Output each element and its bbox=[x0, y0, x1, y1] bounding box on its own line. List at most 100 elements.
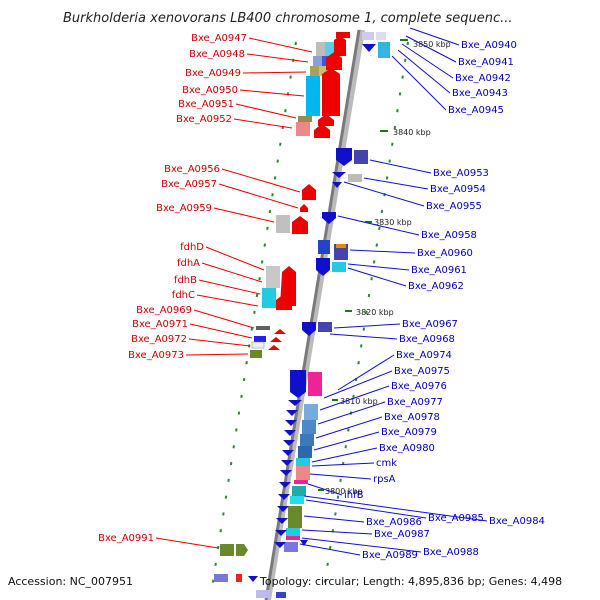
gene-label[interactable]: cmk bbox=[376, 458, 397, 469]
gene-label[interactable]: Bxe_A0976 bbox=[391, 381, 447, 392]
gene-label[interactable]: Bxe_A0979 bbox=[381, 427, 437, 438]
accession-text: Accession: NC_007951 bbox=[8, 575, 133, 588]
gene-label[interactable]: Bxe_A0955 bbox=[426, 201, 482, 212]
gene-label[interactable]: Bxe_A0991 bbox=[98, 533, 154, 544]
gene-label[interactable]: fdhB bbox=[174, 275, 197, 286]
gene-label[interactable]: Bxe_A0942 bbox=[455, 73, 511, 84]
kbp-label: 3820 kbp bbox=[356, 308, 394, 317]
map-title: Burkholderia xenovorans LB400 chromosome… bbox=[63, 11, 513, 26]
gene-label[interactable]: Bxe_A0962 bbox=[408, 281, 464, 292]
left-label-group: Bxe_A0947 Bxe_A0948 Bxe_A0949 Bxe_A0950 … bbox=[98, 33, 313, 549]
right-label-group: Bxe_A0940 Bxe_A0941 Bxe_A0942 Bxe_A0943 … bbox=[299, 27, 545, 561]
gene-label[interactable]: Bxe_A0953 bbox=[433, 168, 489, 179]
leader-line bbox=[369, 159, 432, 174]
gene-block bbox=[276, 215, 290, 233]
gene-label[interactable]: Bxe_A0969 bbox=[136, 305, 192, 316]
gene-block bbox=[262, 288, 276, 308]
gene-label[interactable]: Bxe_A0985 bbox=[428, 513, 484, 524]
kbp-label: 3830 kbp bbox=[374, 218, 412, 227]
gene-block bbox=[313, 56, 322, 66]
gene-label[interactable]: Bxe_A0945 bbox=[448, 105, 504, 116]
gene-label[interactable]: rpsA bbox=[373, 474, 396, 485]
gene-label[interactable]: Bxe_A0968 bbox=[399, 334, 455, 345]
gene-arrow bbox=[236, 544, 248, 556]
leader-line bbox=[319, 385, 390, 411]
gene-arrow bbox=[282, 450, 294, 456]
gene-block bbox=[308, 372, 322, 396]
gene-label[interactable]: Bxe_A0947 bbox=[191, 33, 247, 44]
gene-label[interactable]: Bxe_A0984 bbox=[489, 516, 545, 527]
gene-arrow bbox=[277, 506, 289, 512]
gene-label[interactable]: Bxe_A0952 bbox=[176, 114, 232, 125]
gene-block bbox=[348, 174, 362, 182]
leader-line bbox=[405, 35, 457, 63]
gene-label[interactable]: Bxe_A0956 bbox=[164, 164, 220, 175]
gene-block bbox=[318, 240, 330, 254]
gene-block bbox=[300, 434, 314, 446]
gene-block bbox=[286, 536, 300, 540]
gene-label[interactable]: Bxe_A0967 bbox=[402, 319, 458, 330]
gene-label[interactable]: Bxe_A0986 bbox=[366, 517, 422, 528]
gene-label[interactable]: Bxe_A0954 bbox=[430, 184, 486, 195]
gene-arrow bbox=[316, 258, 330, 276]
gene-label[interactable]: fdhC bbox=[172, 290, 195, 301]
gene-label[interactable]: Bxe_A0987 bbox=[374, 529, 430, 540]
gene-label[interactable]: Bxe_A0974 bbox=[396, 350, 452, 361]
gene-block bbox=[236, 574, 242, 582]
gene-arrow bbox=[284, 430, 296, 436]
leader-line bbox=[239, 89, 305, 97]
gene-block bbox=[294, 480, 308, 484]
gene-arrow bbox=[248, 576, 258, 582]
gene-label[interactable]: Bxe_A0941 bbox=[458, 57, 514, 68]
gene-label[interactable]: Bxe_A0988 bbox=[423, 547, 479, 558]
leader-line bbox=[347, 263, 410, 271]
gene-label[interactable]: fdhD bbox=[180, 242, 204, 253]
gene-label[interactable]: Bxe_A0958 bbox=[421, 230, 477, 241]
gene-arrow bbox=[283, 440, 295, 446]
gene-label[interactable]: Bxe_A0960 bbox=[417, 248, 473, 259]
gene-label[interactable]: Bxe_A0972 bbox=[131, 334, 187, 345]
gene-label[interactable]: Bxe_A0977 bbox=[387, 397, 443, 408]
gene-label[interactable]: Bxe_A0959 bbox=[156, 203, 212, 214]
gene-block bbox=[298, 446, 312, 458]
gene-arrow bbox=[270, 337, 282, 342]
gene-label[interactable]: Bxe_A0948 bbox=[189, 49, 245, 60]
gene-label[interactable]: Bxe_A0950 bbox=[182, 85, 238, 96]
gene-block bbox=[316, 42, 325, 56]
gene-arrow bbox=[290, 370, 306, 398]
gene-block bbox=[298, 116, 312, 122]
gene-label[interactable]: Bxe_A0957 bbox=[161, 179, 217, 190]
gene-label[interactable]: Bxe_A0980 bbox=[379, 443, 435, 454]
gene-block bbox=[376, 32, 386, 40]
gene-block bbox=[296, 458, 310, 466]
gene-label[interactable]: Bxe_A0973 bbox=[128, 350, 184, 361]
topology-text: Topology: circular; Length: 4,895,836 bp… bbox=[259, 575, 562, 588]
gene-arrow bbox=[278, 494, 290, 500]
leader-line bbox=[189, 323, 253, 339]
gene-block bbox=[302, 420, 316, 434]
gene-arrow bbox=[302, 184, 316, 200]
gene-arrow bbox=[322, 68, 340, 116]
gene-label[interactable]: Bxe_A0940 bbox=[461, 40, 517, 51]
gene-label[interactable]: Bxe_A0975 bbox=[394, 366, 450, 377]
leader-line bbox=[301, 529, 373, 535]
forward-strand-features bbox=[214, 32, 350, 582]
gene-block bbox=[296, 466, 310, 480]
gene-label[interactable]: ihfB bbox=[344, 490, 364, 501]
gene-label[interactable]: Bxe_A0949 bbox=[185, 68, 241, 79]
gene-block bbox=[325, 42, 334, 56]
leader-line bbox=[301, 537, 422, 553]
gene-label[interactable]: Bxe_A0943 bbox=[452, 88, 508, 99]
gene-label[interactable]: Bxe_A0978 bbox=[384, 412, 440, 423]
leader-line bbox=[213, 207, 275, 223]
gene-label[interactable]: Bxe_A0961 bbox=[411, 265, 467, 276]
leader-line bbox=[299, 543, 361, 556]
gene-label[interactable]: Bxe_A0951 bbox=[178, 99, 234, 110]
gene-label[interactable]: fdhA bbox=[177, 258, 200, 269]
kbp-label: 3800 kbp bbox=[325, 487, 363, 496]
gene-block bbox=[256, 590, 270, 598]
gene-label[interactable]: Bxe_A0971 bbox=[132, 319, 188, 330]
gene-label[interactable]: Bxe_A0989 bbox=[362, 550, 418, 561]
